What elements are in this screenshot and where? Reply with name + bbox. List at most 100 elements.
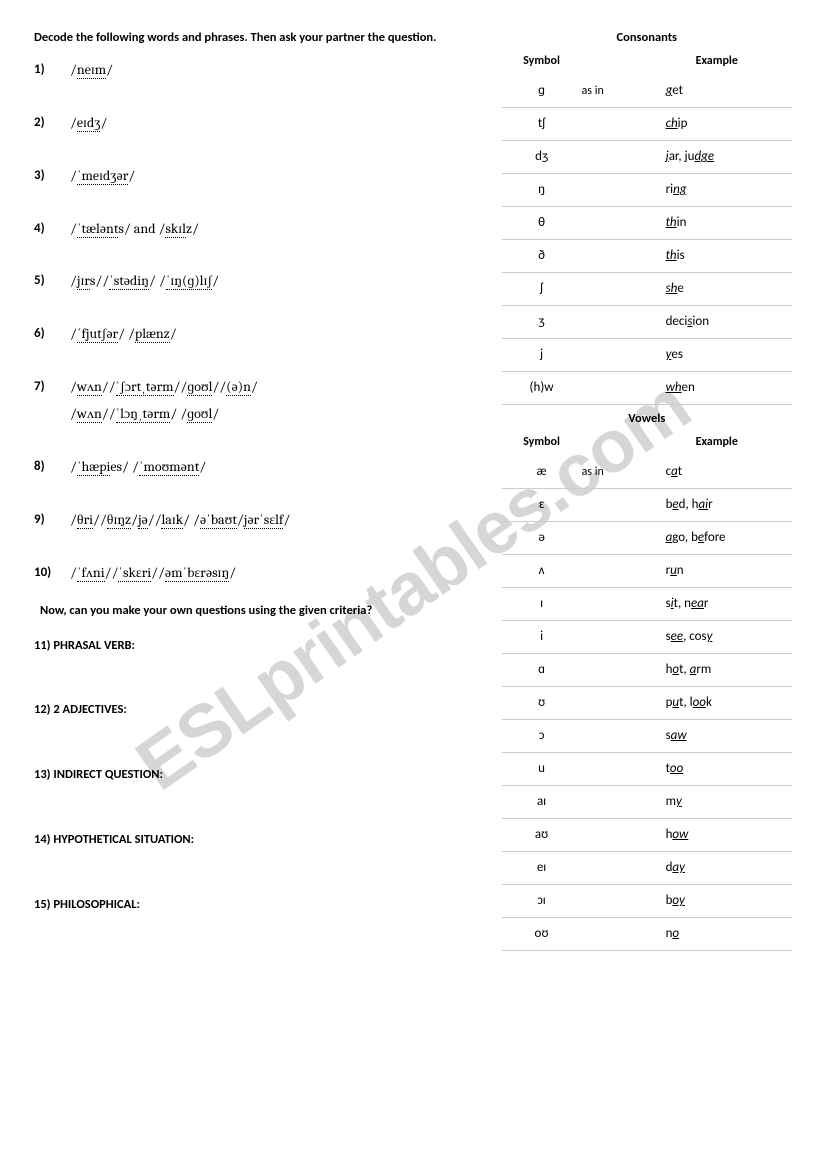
task-row: 12) 2 ADJECTIVES: — [34, 702, 484, 719]
ipa-row: ɑhot, arm — [502, 654, 792, 687]
task-row: 11) PHRASAL VERB: — [34, 638, 484, 655]
ipa-row: ɪ sit, near — [502, 588, 792, 621]
ipa-example: bed, hair — [642, 496, 792, 514]
ipa-symbol: ð — [502, 247, 582, 265]
task-row: 13) INDIRECT QUESTION: — [34, 767, 484, 784]
ipa-row: ʊput, look — [502, 687, 792, 720]
ipa-row: utoo — [502, 753, 792, 786]
ipa-example: see, cosy — [642, 628, 792, 646]
question-list: 1) /neɪm/ 2) /eɪdʒ/ 3) /ˈmeɪdʒər/ 4) /ˈt… — [34, 61, 484, 914]
ipa-symbol: ə — [502, 529, 582, 547]
ipa-row: ʌrun — [502, 555, 792, 588]
ipa-example: boy — [642, 892, 792, 910]
ipa-symbol: ŋ — [502, 181, 582, 199]
ipa-example: sit, near — [642, 595, 792, 613]
ipa-row: æas incat — [502, 456, 792, 489]
ipa-row: ɔɪboy — [502, 885, 792, 918]
ipa-example: thin — [642, 214, 792, 232]
ipa-row: dʒjar, judge — [502, 141, 792, 174]
ipa-example: run — [642, 562, 792, 580]
question-number: 10) — [34, 564, 70, 583]
question-ipa: /wʌn//ˈʃɔrtˌtərm//ɡoʊl//(ə)n/ — [70, 378, 258, 397]
ipa-example: no — [642, 925, 792, 943]
consonants-header: Symbol Example — [502, 53, 792, 69]
ipa-example: decision — [642, 313, 792, 331]
ipa-example: jar, judge — [642, 148, 792, 166]
as-in-label: as in — [582, 464, 642, 480]
ipa-row: ʃshe — [502, 273, 792, 306]
ipa-row: ɔsaw — [502, 720, 792, 753]
ipa-example: saw — [642, 727, 792, 745]
question-number: 1) — [34, 61, 70, 80]
ipa-symbol: ɛ — [502, 496, 582, 514]
question-row: 6) /ˈfjutʃər/ /plænz/ — [34, 325, 484, 344]
ipa-symbol: aɪ — [502, 793, 582, 811]
ipa-symbol: ɪ — [502, 595, 582, 613]
question-ipa: /ˈfjutʃər/ /plænz/ — [70, 325, 177, 344]
ipa-symbol: oʊ — [502, 925, 582, 943]
ipa-symbol: θ — [502, 214, 582, 232]
ipa-row: j yes — [502, 339, 792, 372]
ipa-example: ring — [642, 181, 792, 199]
ipa-example: this — [642, 247, 792, 265]
ipa-example: how — [642, 826, 792, 844]
vowels-title: Vowels — [502, 411, 792, 428]
question-ipa: /θri//θɪŋz/jə//laɪk/ /əˈbaʊt/jərˈsɛlf/ — [70, 511, 290, 530]
ipa-example: chip — [642, 115, 792, 133]
vowels-table: æas incat ɛ bed, hair ə ago, before ʌrun ɪ sit,… — [502, 456, 792, 951]
ipa-example: too — [642, 760, 792, 778]
ipa-row: ə ago, before — [502, 522, 792, 555]
task-row: 14) HYPOTHETICAL SITUATION: — [34, 832, 484, 849]
question-number: 6) — [34, 325, 70, 344]
right-column: Consonants Symbol Example ɡas inget tʃ chi… — [502, 30, 792, 951]
question-ipa: /neɪm/ — [70, 61, 113, 80]
ipa-example: get — [642, 82, 792, 100]
header-example: Example — [642, 53, 792, 69]
ipa-symbol: j — [502, 346, 582, 364]
ipa-row: aʊhow — [502, 819, 792, 852]
question-number: 9) — [34, 511, 70, 530]
task-row: 15) PHILOSOPHICAL: — [34, 897, 484, 914]
question-row: 4) /ˈtælənts/ and /skɪlz/ — [34, 220, 484, 239]
ipa-row: oʊ no — [502, 918, 792, 951]
question-row: 1) /neɪm/ — [34, 61, 484, 80]
question-number: 5) — [34, 272, 70, 291]
vowels-header: Symbol Example — [502, 434, 792, 450]
question-ipa: /ˈtælənts/ and /skɪlz/ — [70, 220, 199, 239]
question-ipa: /ˈhæpies/ /ˈmoʊmənt/ — [70, 458, 206, 477]
instruction-text: Decode the following words and phrases. … — [34, 30, 484, 47]
ipa-example: ago, before — [642, 529, 792, 547]
ipa-example: my — [642, 793, 792, 811]
as-in-label: as in — [582, 83, 642, 99]
ipa-symbol: æ — [502, 463, 582, 481]
header-symbol: Symbol — [502, 53, 582, 69]
ipa-symbol: tʃ — [502, 115, 582, 133]
question-ipa: /ˈfʌni//ˈskɛri//əmˈbɛrəsɪŋ/ — [70, 564, 236, 583]
question-row: 9) /θri//θɪŋz/jə//laɪk/ /əˈbaʊt/jərˈsɛlf… — [34, 511, 484, 530]
question-ipa: /eɪdʒ/ — [70, 114, 107, 133]
ipa-example: she — [642, 280, 792, 298]
question-number: 7) — [34, 378, 70, 397]
question-row: 8) /ˈhæpies/ /ˈmoʊmənt/ — [34, 458, 484, 477]
ipa-row: eɪday — [502, 852, 792, 885]
header-example: Example — [642, 434, 792, 450]
ipa-row: i see, cosy — [502, 621, 792, 654]
ipa-symbol: ʊ — [502, 694, 582, 712]
header-symbol: Symbol — [502, 434, 582, 450]
question-ipa: /ˈmeɪdʒər/ — [70, 167, 135, 186]
ipa-row: ɡas inget — [502, 75, 792, 108]
question-number: 4) — [34, 220, 70, 239]
ipa-example: yes — [642, 346, 792, 364]
question-ipa: /wʌn//ˈlɔŋˌtərm/ /ɡoʊl/ — [70, 405, 219, 424]
sub-instruction-text: Now, can you make your own questions usi… — [40, 603, 484, 620]
ipa-symbol: i — [502, 628, 582, 646]
ipa-symbol: ʒ — [502, 313, 582, 331]
consonants-table: ɡas inget tʃ chip dʒjar, judge ŋ ring θ thin ð th… — [502, 75, 792, 405]
ipa-row: ʒ decision — [502, 306, 792, 339]
question-number: 8) — [34, 458, 70, 477]
ipa-row: ɛ bed, hair — [502, 489, 792, 522]
question-ipa: /jɪrs//ˈstədiŋ/ /ˈɪŋ(ɡ)lɪʃ/ — [70, 272, 219, 291]
question-row: 5) /jɪrs//ˈstədiŋ/ /ˈɪŋ(ɡ)lɪʃ/ — [34, 272, 484, 291]
question-number — [34, 405, 70, 424]
consonants-title: Consonants — [502, 30, 792, 47]
